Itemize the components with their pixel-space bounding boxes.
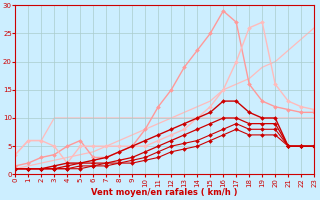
X-axis label: Vent moyen/en rafales ( km/h ): Vent moyen/en rafales ( km/h ) [92,188,238,197]
